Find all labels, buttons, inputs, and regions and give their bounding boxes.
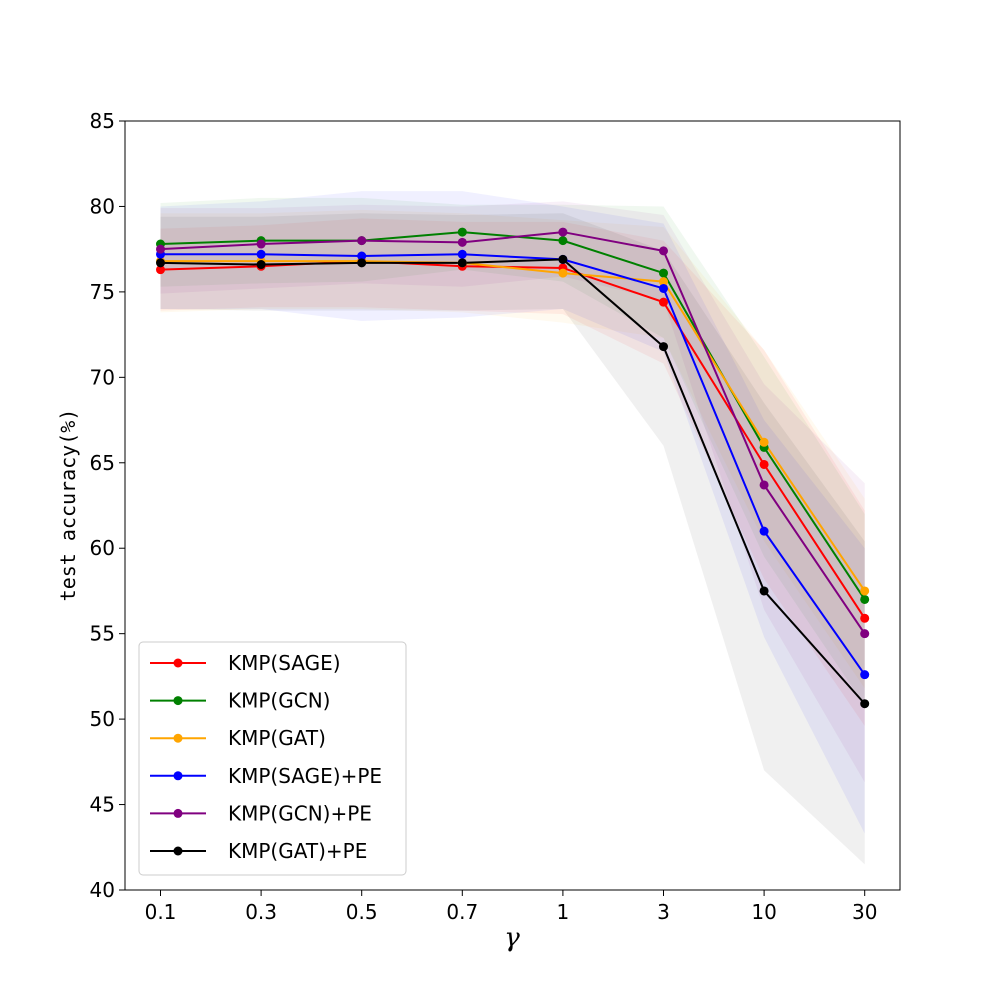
series-line [160, 253, 866, 676]
data-point [659, 283, 668, 293]
series-line [160, 231, 866, 635]
data-point [256, 260, 266, 270]
y-tick-label: 70 [90, 365, 115, 389]
data-point [860, 629, 870, 639]
legend-label: KMP(GCN) [228, 689, 330, 713]
data-point [457, 258, 467, 268]
y-tick-label: 45 [90, 793, 115, 817]
data-point [558, 254, 568, 264]
y-tick-label: 40 [90, 878, 115, 902]
series-line [160, 258, 866, 705]
data-point [759, 437, 769, 447]
data-point [659, 277, 668, 287]
data-point [659, 268, 668, 278]
confidence-band [160, 213, 865, 865]
confidence-band [160, 209, 865, 689]
data-point [558, 236, 568, 246]
y-tick-label: 55 [90, 622, 115, 646]
y-tick-label: 65 [90, 451, 115, 475]
plot-frame [124, 120, 901, 891]
data-point [357, 251, 367, 261]
legend-marker [173, 658, 183, 668]
data-point [860, 594, 870, 604]
x-tick-label: 1 [557, 900, 570, 924]
data-point [860, 586, 870, 596]
data-point [759, 459, 769, 469]
series-points [156, 227, 870, 709]
data-point [156, 258, 165, 268]
data-point [256, 249, 266, 259]
data-point [659, 297, 668, 307]
legend-label: KMP(GCN)+PE [228, 801, 372, 825]
data-point [457, 227, 467, 237]
y-axis-label: test accuracy(%) [56, 409, 80, 602]
data-point [860, 699, 870, 709]
confidence-band [160, 197, 865, 706]
data-point [457, 237, 467, 247]
legend-marker [173, 808, 183, 818]
x-tick-label: 3 [657, 900, 670, 924]
x-tick-label: 0.5 [346, 900, 378, 924]
x-axis-label: γ [504, 923, 520, 953]
y-axis: 40 45 50 55 60 65 70 75 80 85 [90, 109, 125, 902]
x-axis: 0.1 0.3 0.5 0.7 1 3 10 30 [145, 890, 877, 924]
data-point [659, 342, 668, 352]
confidence-band [160, 218, 865, 726]
data-point [659, 246, 668, 256]
data-point [759, 480, 769, 490]
x-tick-label: 0.7 [446, 900, 478, 924]
x-tick-label: 30 [852, 900, 877, 924]
y-tick-label: 60 [90, 536, 115, 560]
x-tick-label: 10 [751, 900, 776, 924]
legend-marker [173, 733, 183, 743]
legend: KMP(SAGE) KMP(GCN) KMP(GAT) KMP(SAGE)+PE KMP… [138, 641, 407, 876]
data-point [759, 526, 769, 536]
series-line [160, 260, 866, 592]
y-tick-label: 50 [90, 707, 115, 731]
data-point [156, 265, 165, 275]
data-point [558, 227, 568, 237]
legend-label: KMP(GAT)+PE [228, 839, 367, 863]
data-point [357, 258, 367, 268]
y-tick-label: 85 [90, 109, 115, 133]
legend-label: KMP(SAGE) [228, 651, 341, 675]
data-point [256, 239, 266, 249]
data-point [156, 244, 165, 254]
x-tick-label: 0.1 [145, 900, 177, 924]
series-lines [160, 231, 866, 705]
data-point [558, 268, 568, 278]
legend-label: KMP(SAGE)+PE [228, 764, 382, 788]
data-point [860, 613, 870, 623]
data-point [357, 236, 367, 246]
data-point [457, 249, 467, 259]
x-tick-label: 0.3 [245, 900, 277, 924]
legend-label: KMP(GAT) [228, 726, 326, 750]
y-tick-label: 75 [90, 280, 115, 304]
y-tick-label: 80 [90, 194, 115, 218]
data-point [860, 670, 870, 680]
legend-marker [173, 771, 183, 781]
legend-marker [173, 846, 183, 856]
legend-marker [173, 696, 183, 706]
data-point [759, 586, 769, 596]
